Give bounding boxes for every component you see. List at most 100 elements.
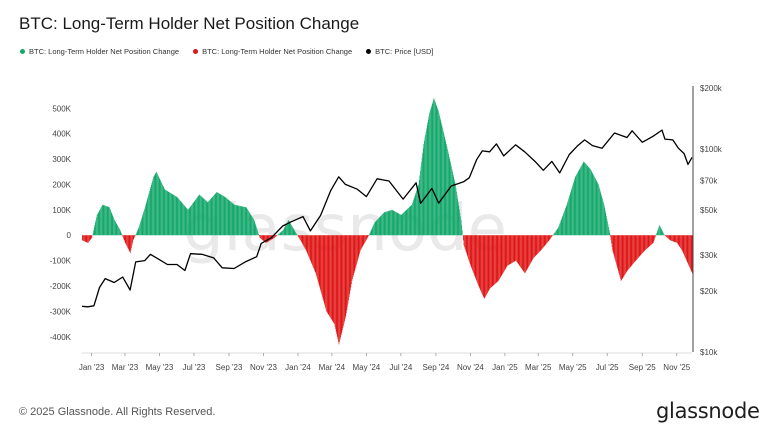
net-position-bar-negative <box>307 235 308 254</box>
net-position-bar-negative <box>260 235 262 239</box>
net-position-bar-negative <box>344 235 345 322</box>
net-position-bar-negative <box>509 235 511 265</box>
net-position-bar-positive <box>210 198 212 236</box>
net-position-bar-positive <box>602 198 603 236</box>
net-position-bar-negative <box>501 235 503 276</box>
net-position-bar-positive <box>412 203 413 236</box>
net-position-bar-positive <box>405 210 406 236</box>
net-position-bar-negative <box>686 235 687 261</box>
net-position-bar-negative <box>546 235 547 244</box>
net-position-bar-positive <box>163 187 165 236</box>
x-tick-label: May '23 <box>146 363 174 372</box>
net-position-bar-positive <box>555 231 556 236</box>
x-tick-label: Sep '25 <box>629 363 656 372</box>
legend-item-ltnpc-positive[interactable]: BTC: Long-Term Holder Net Position Chang… <box>20 47 179 56</box>
net-position-bar-positive <box>202 198 204 236</box>
legend-item-price[interactable]: BTC: Price [USD] <box>366 47 434 56</box>
net-position-bar-positive <box>165 189 166 236</box>
net-position-bar-negative <box>325 235 327 310</box>
net-position-bar-positive <box>430 107 432 236</box>
net-position-bar-negative <box>521 235 522 269</box>
net-position-bar-positive <box>592 173 594 236</box>
net-position-bar-negative <box>632 235 633 265</box>
net-position-bar-positive <box>663 234 665 236</box>
net-position-bar-positive <box>456 195 458 236</box>
net-position-bar-positive <box>193 202 194 236</box>
net-position-bar-positive <box>396 212 398 236</box>
net-position-bar-positive <box>450 164 452 236</box>
net-position-bar-positive <box>156 172 158 236</box>
net-position-bar-negative <box>127 235 128 248</box>
net-position-bar-negative <box>88 235 90 242</box>
net-position-bar-negative <box>322 235 324 300</box>
net-position-bar-positive <box>440 120 442 236</box>
net-position-bar-negative <box>686 235 688 262</box>
x-tick-label: Jul '24 <box>389 363 412 372</box>
net-position-bar-positive <box>658 228 659 236</box>
x-tick-label: Mar '24 <box>319 363 346 372</box>
net-position-bar-negative <box>304 235 306 249</box>
net-position-bar-positive <box>152 178 154 236</box>
net-position-bar-negative <box>519 235 521 267</box>
net-position-bar-negative <box>262 235 263 241</box>
y-left-tick-label: -300K <box>50 307 72 316</box>
net-position-bar-negative <box>631 235 633 266</box>
net-position-bar-negative <box>676 235 677 243</box>
net-position-bar-positive <box>394 211 395 236</box>
net-position-bar-negative <box>645 235 647 250</box>
net-position-bar-positive <box>221 195 223 236</box>
net-position-bar-positive <box>400 214 401 236</box>
net-position-bar-negative <box>470 235 472 268</box>
net-position-bar-positive <box>154 173 156 236</box>
net-position-bar-positive <box>604 207 605 236</box>
net-position-bar-negative <box>323 235 325 304</box>
axes: 500K 400K 300K 200K 100K 0 -100K -200K -300K -400… <box>50 84 723 372</box>
net-position-bar-positive <box>232 203 233 236</box>
net-position-bar-negative <box>342 235 344 329</box>
net-position-bar-positive <box>599 190 601 236</box>
net-position-bar-positive <box>180 201 182 236</box>
net-position-bar-negative <box>346 235 347 314</box>
net-position-bar-positive <box>153 175 155 236</box>
net-position-bar-positive <box>212 196 214 236</box>
x-tick-label: Mar '25 <box>525 363 552 372</box>
net-position-bar-positive <box>393 210 395 236</box>
net-position-bar-negative <box>624 235 626 275</box>
net-position-bar-positive <box>178 198 179 236</box>
net-position-bar-positive <box>384 212 386 236</box>
net-position-bar-negative <box>337 235 339 340</box>
net-position-bar-positive <box>663 232 664 236</box>
net-position-bar-negative <box>635 235 637 261</box>
net-position-bar-positive <box>179 199 180 236</box>
net-position-bar-positive <box>458 205 460 236</box>
net-position-bar-negative <box>365 235 367 241</box>
net-position-bar-positive <box>222 195 224 236</box>
net-position-bar-positive <box>386 211 388 236</box>
y-right-tick-label: $30k <box>700 251 718 260</box>
net-position-bar-negative <box>505 235 507 269</box>
net-position-bar-negative <box>352 235 353 279</box>
net-position-bar-negative <box>129 235 131 252</box>
net-position-bar-positive <box>416 191 417 236</box>
net-position-bar-negative <box>517 235 518 263</box>
legend-item-ltnpc-negative[interactable]: BTC: Long-Term Holder Net Position Chang… <box>193 47 352 56</box>
net-position-bar-positive <box>155 172 157 236</box>
net-position-bar-positive <box>239 205 240 236</box>
net-position-bar-negative <box>491 235 493 287</box>
net-position-bar-negative <box>636 235 637 260</box>
net-position-bar-positive <box>601 196 603 236</box>
net-position-bar-negative <box>275 235 276 237</box>
net-position-bar-positive <box>111 214 113 236</box>
net-position-bar-positive <box>205 200 206 236</box>
net-position-bar-positive <box>587 166 589 236</box>
net-position-bar-positive <box>168 191 170 236</box>
net-position-bar-negative <box>333 235 334 323</box>
net-position-bar-negative <box>329 235 330 316</box>
net-position-bar-positive <box>426 125 428 236</box>
net-position-bar-positive <box>182 203 183 236</box>
net-position-bar-negative <box>331 235 333 321</box>
net-position-bar-negative <box>543 235 544 248</box>
net-position-bar-positive <box>105 206 107 236</box>
net-position-bar-positive <box>206 201 208 236</box>
net-position-bar-negative <box>690 235 692 271</box>
